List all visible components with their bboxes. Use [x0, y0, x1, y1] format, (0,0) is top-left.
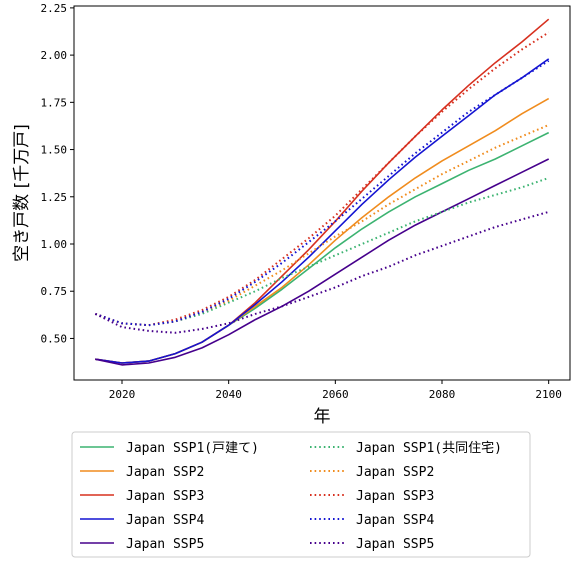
y-axis-title: 空き戸数 [千万戸]: [12, 124, 32, 262]
series-line-5-solid: [95, 158, 550, 366]
x-tick-label: 2060: [322, 388, 349, 401]
legend-label: Japan SSP4: [356, 513, 434, 528]
x-tick-label: 2040: [215, 388, 242, 401]
y-axis: 0.50 0.75 1.00 1.25 1.50 1.75 2.00 2.25: [41, 2, 74, 345]
y-tick-label: 0.50: [41, 332, 68, 345]
legend-label: Japan SSP1(共同住宅): [356, 441, 502, 456]
legend-label: Japan SSP4: [126, 513, 204, 528]
legend-label: Japan SSP1(戸建て): [126, 441, 259, 456]
y-tick-label: 0.75: [41, 285, 68, 298]
y-tick-label: 1.25: [41, 191, 68, 204]
x-tick-label: 2100: [535, 388, 562, 401]
legend-label: Japan SSP2: [356, 465, 434, 480]
legend-label: Japan SSP5: [356, 537, 434, 552]
legend-label: Japan SSP3: [126, 489, 204, 504]
y-tick-label: 1.75: [41, 96, 68, 109]
legend-label: Japan SSP3: [356, 489, 434, 504]
x-axis-title: 年: [314, 407, 331, 427]
series-layer: [94, 18, 550, 366]
y-tick-label: 2.25: [41, 2, 68, 15]
legend-label: Japan SSP2: [126, 465, 204, 480]
x-axis: 2020 2040 2060 2080 2100: [109, 380, 562, 401]
legend: Japan SSP1(戸建て) Japan SSP2 Japan SSP3 Japan…: [71, 431, 531, 558]
y-tick-label: 2.00: [41, 49, 68, 62]
x-tick-label: 2020: [109, 388, 136, 401]
legend-frame: [71, 431, 531, 558]
y-tick-label: 1.50: [41, 144, 68, 157]
x-tick-label: 2080: [429, 388, 456, 401]
plot-area: [73, 5, 571, 381]
series-line-10-dotted: [94, 210, 549, 334]
legend-label: Japan SSP5: [126, 537, 204, 552]
y-tick-label: 1.00: [41, 238, 68, 251]
